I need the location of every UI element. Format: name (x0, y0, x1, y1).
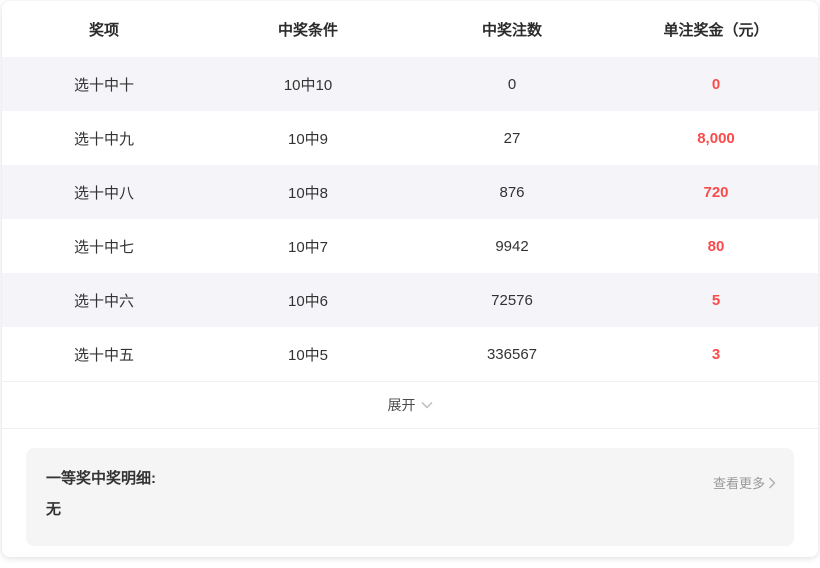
condition-cell: 10中8 (287, 184, 329, 202)
condition-cell: 10中6 (287, 292, 329, 310)
amount-cell: 3 (711, 345, 721, 363)
first-prize-detail-section: 一等奖中奖明细: 无 查看更多 (2, 429, 818, 546)
header-prize: 奖项 (88, 21, 119, 39)
table-row: 选十中七 10中7 9942 80 (2, 219, 818, 273)
count-cell: 9942 (495, 237, 529, 255)
condition-cell: 10中5 (287, 346, 329, 364)
count-cell: 876 (499, 183, 525, 201)
expand-label: 展开 (387, 397, 416, 413)
header-count: 中奖注数 (481, 21, 542, 39)
table-row: 选十中五 10中5 336567 3 (2, 327, 818, 381)
count-cell: 27 (503, 129, 521, 147)
prize-cell: 选十中八 (73, 184, 134, 202)
table-row: 选十中十 10中10 0 0 (2, 57, 818, 111)
view-more-label: 查看更多 (712, 476, 765, 491)
amount-cell: 720 (703, 183, 729, 201)
prize-cell: 选十中九 (73, 130, 134, 148)
chevron-down-icon (421, 401, 433, 409)
expand-button[interactable]: 展开 (2, 381, 818, 429)
detail-title: 一等奖中奖明细: (46, 470, 156, 487)
table-row: 选十中九 10中9 27 8,000 (2, 111, 818, 165)
header-condition: 中奖条件 (277, 21, 338, 39)
table-row: 选十中八 10中8 876 720 (2, 165, 818, 219)
chevron-right-icon (768, 477, 776, 489)
count-cell: 72576 (491, 291, 533, 309)
prize-table: 奖项 中奖条件 中奖注数 单注奖金（元） 选十中十 10中10 0 0 选十中九… (2, 1, 818, 381)
first-prize-detail-card: 一等奖中奖明细: 无 查看更多 (26, 448, 794, 546)
view-more-link[interactable]: 查看更多 (713, 473, 776, 492)
prize-results-card: 奖项 中奖条件 中奖注数 单注奖金（元） 选十中十 10中10 0 0 选十中九… (2, 1, 818, 557)
prize-cell: 选十中七 (73, 238, 134, 256)
amount-cell: 80 (707, 237, 725, 255)
condition-cell: 10中7 (287, 238, 329, 256)
condition-cell: 10中10 (283, 76, 333, 94)
header-amount: 单注奖金（元） (663, 21, 769, 39)
prize-cell: 选十中六 (73, 292, 134, 310)
condition-cell: 10中9 (287, 130, 329, 148)
count-cell: 336567 (486, 345, 538, 363)
amount-cell: 5 (711, 291, 721, 309)
amount-cell: 8,000 (697, 129, 735, 147)
table-header-row: 奖项 中奖条件 中奖注数 单注奖金（元） (2, 1, 818, 57)
count-cell: 0 (507, 75, 517, 93)
prize-cell: 选十中五 (73, 346, 134, 364)
table-row: 选十中六 10中6 72576 5 (2, 273, 818, 327)
detail-value: 无 (46, 501, 62, 518)
prize-cell: 选十中十 (73, 76, 134, 94)
amount-cell: 0 (711, 75, 721, 93)
